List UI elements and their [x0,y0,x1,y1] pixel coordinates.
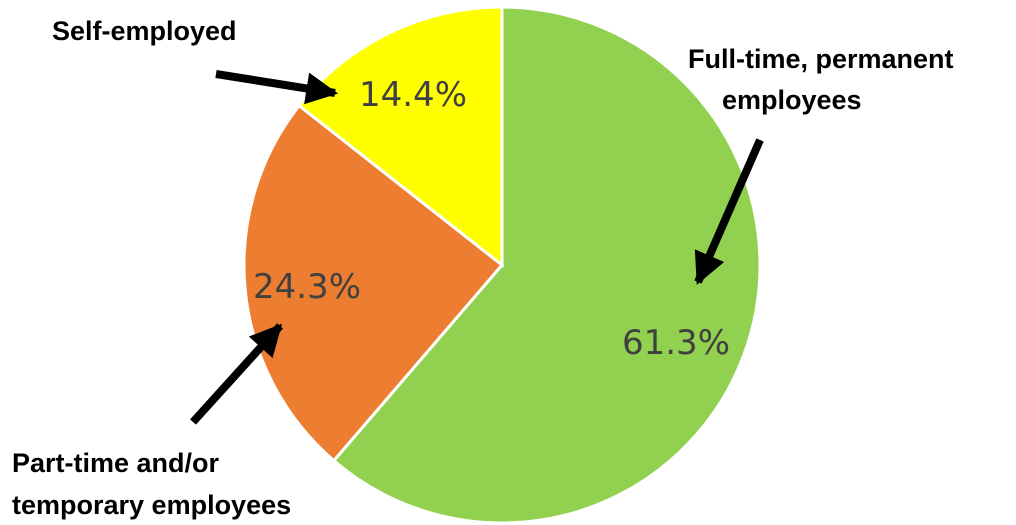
category-label-full-time-line-1: Full-time, permanent [688,44,954,74]
category-label-full-time-line-2: employees [722,85,862,115]
category-label-part-time-line-2: temporary employees [12,490,291,520]
pie-slice-full-time [331,5,762,525]
pie-slice-part-time [242,103,505,463]
pie-slices [242,5,762,525]
category-label-part-time-line-1: Part-time and/or [12,448,220,478]
arrow-full-time [694,138,764,285]
value-label-full-time: 61.3% [622,323,730,363]
value-label-self-employed: 14.4% [359,75,467,115]
arrow-part-time [190,323,283,425]
category-label-self-employed: Self-employed [52,16,237,46]
arrow-self-employed [215,70,339,105]
value-label-part-time: 24.3% [253,267,361,307]
